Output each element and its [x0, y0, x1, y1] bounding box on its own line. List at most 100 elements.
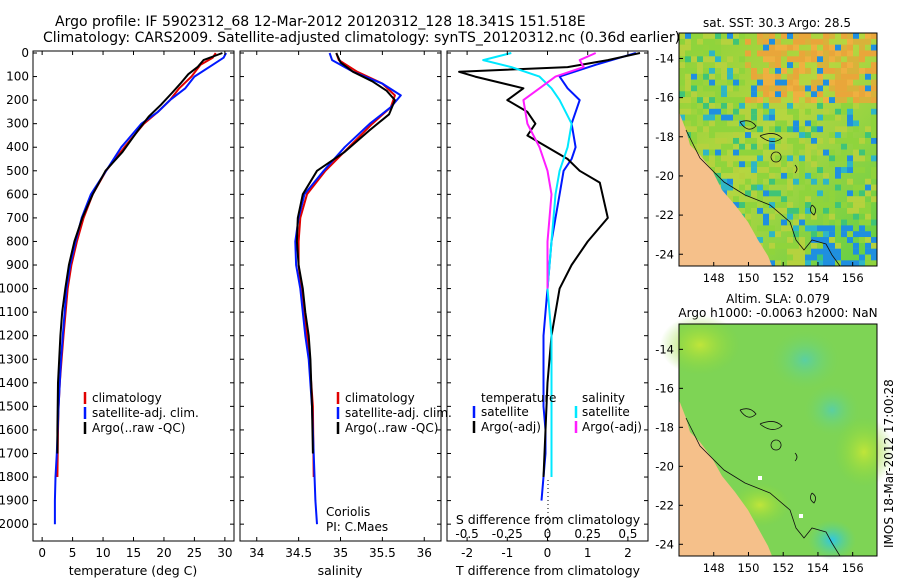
sst-cell [823, 62, 829, 69]
sst-cell [769, 102, 775, 109]
sst-cell [721, 85, 727, 92]
sst-cell [745, 190, 751, 197]
sst-cell [763, 56, 769, 63]
sst-cell [835, 44, 841, 51]
sst-cell [829, 242, 835, 249]
sst-cell [829, 237, 835, 243]
sst-cell [781, 67, 787, 74]
sst-cell [787, 202, 793, 208]
sst-cell [787, 213, 793, 220]
x-tick-label: 0 [544, 546, 552, 560]
sst-cell [829, 225, 835, 232]
sst-cell [781, 172, 787, 179]
sst-cell [703, 97, 709, 104]
legend-climatology-label: climatology [92, 391, 162, 405]
sst-cell [685, 67, 691, 74]
sst-cell [691, 44, 697, 51]
sst-cell [685, 108, 691, 115]
sst-cell [697, 143, 703, 150]
sst-cell [769, 38, 775, 45]
sst-cell [823, 213, 829, 220]
lon-tick-label: 156 [842, 561, 864, 575]
sst-cell [709, 85, 715, 92]
sst-cell [847, 120, 853, 127]
sst-cell [871, 132, 877, 139]
sst-cell [781, 242, 787, 249]
sst-cell [793, 38, 799, 45]
sst-cell [859, 190, 865, 197]
sst-cell [859, 97, 865, 104]
legend-satellite-label: satellite-adj. clim. [92, 406, 199, 420]
sst-cell [811, 85, 817, 92]
sst-cell [853, 62, 859, 69]
sst-cell [781, 102, 787, 109]
sst-cell [775, 120, 781, 127]
sst-cell [769, 97, 775, 104]
sst-cell [871, 137, 877, 144]
sst-cell [745, 50, 751, 57]
sst-cell [745, 213, 751, 220]
lat-tick-label: -14 [655, 342, 674, 356]
sst-cell [793, 114, 799, 121]
sst-cell [835, 97, 841, 104]
sst-cell [787, 161, 793, 168]
sst-cell [817, 62, 823, 69]
sst-cell [685, 97, 691, 104]
sst-cell [811, 172, 817, 179]
sst-cell [685, 73, 691, 80]
sst-cell [727, 178, 733, 185]
sst-cell [799, 248, 805, 255]
sst-cell [751, 73, 757, 80]
sst-cell [715, 178, 721, 185]
sst-cell [805, 97, 811, 104]
sst-cell [781, 178, 787, 185]
sst-cell [781, 33, 787, 39]
pressure-tick-label: 1600 [0, 423, 29, 437]
sst-map-frame [678, 32, 878, 267]
sst-cell [757, 161, 763, 168]
sst-cell [841, 85, 847, 92]
sst-cell [781, 120, 787, 127]
sst-cell [835, 178, 841, 185]
sst-cell [805, 108, 811, 115]
sst-cell [829, 85, 835, 92]
sst-cell [871, 242, 877, 249]
sst-cell [757, 97, 763, 104]
sst-cell [757, 143, 763, 150]
sst-cell [751, 167, 757, 173]
sst-cell [751, 126, 757, 133]
sst-cell [745, 178, 751, 185]
sst-cell [697, 108, 703, 115]
lat-tick-label: -20 [655, 459, 674, 473]
sst-cell [751, 172, 757, 179]
land-mass [679, 112, 772, 266]
sst-cell [817, 149, 823, 156]
sst-cell [841, 219, 847, 226]
sst-cell [835, 248, 841, 255]
sst-cell [769, 91, 775, 98]
legend-climatology-label: climatology [345, 391, 415, 405]
sst-cell [769, 231, 775, 238]
sst-cell [847, 33, 853, 39]
sst-cell [751, 114, 757, 121]
sst-cell [781, 225, 787, 232]
sst-cell [781, 44, 787, 51]
sst-cell [865, 73, 871, 80]
sst-cell [853, 97, 859, 104]
sst-cell [709, 120, 715, 127]
sst-cell [703, 155, 709, 162]
sst-cell [727, 155, 733, 162]
sst-cell [793, 231, 799, 238]
sst-cell [685, 126, 691, 133]
sst-cell [859, 207, 865, 214]
legend-sal-argo-label: Argo(-adj) [582, 420, 642, 434]
sst-cell [727, 33, 733, 39]
sst-cell [811, 155, 817, 162]
sst-cell [727, 97, 733, 104]
sst-cell [865, 184, 871, 191]
sst-cell [817, 260, 823, 267]
sst-cell [865, 178, 871, 185]
series-line-argo-raw-qc- [56, 52, 223, 454]
sst-cell [781, 143, 787, 150]
sst-cell [805, 143, 811, 150]
